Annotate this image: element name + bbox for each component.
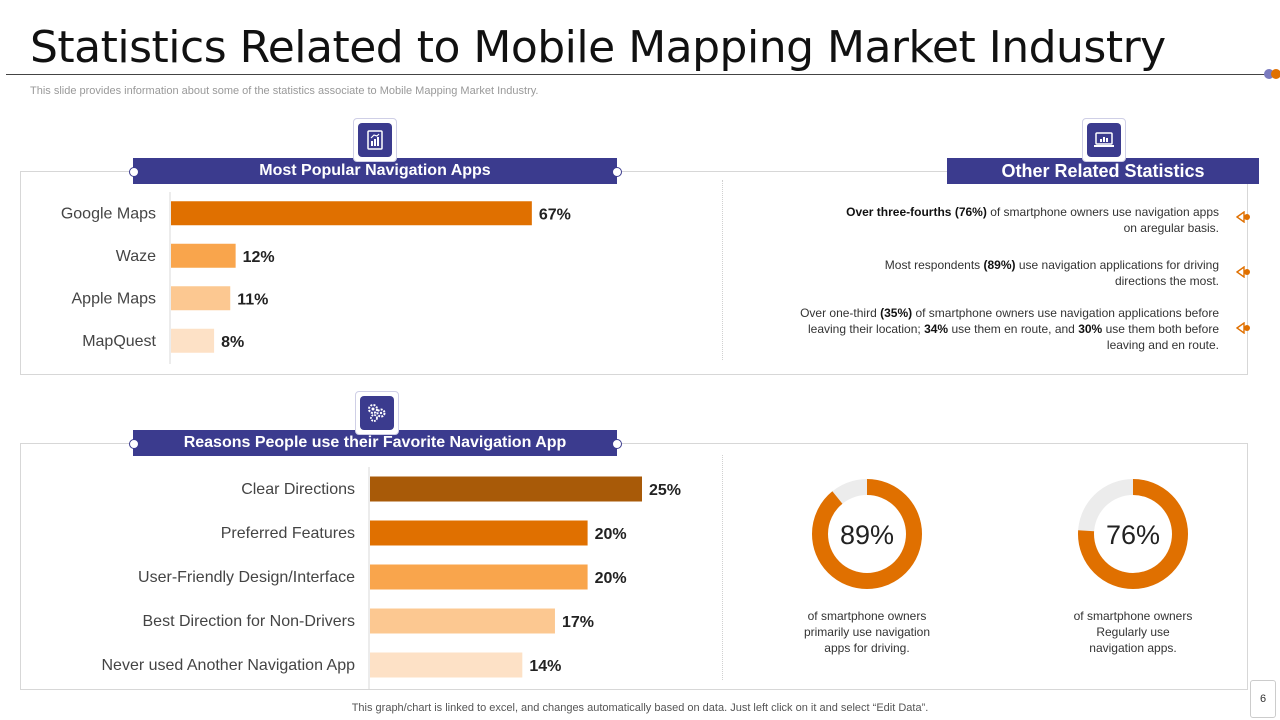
stat-3-line3: leaving and en route. <box>1106 338 1219 352</box>
laptop-chart-icon <box>1094 132 1114 147</box>
stat-3-line2b: 34% <box>924 322 949 336</box>
title-dot-2 <box>1271 69 1280 79</box>
stat-3-line2d: 30% <box>1078 322 1103 336</box>
stat-3-line2e: use them both before <box>1105 322 1219 336</box>
apps-bar-google-maps <box>171 201 532 226</box>
stat-1-bullet-icon <box>1236 211 1250 223</box>
stat-3-bullet-icon <box>1236 322 1250 334</box>
apps-value-label-waze: 12% <box>243 249 275 266</box>
apps-category-label-mapquest: MapQuest <box>82 333 156 350</box>
top-panel-divider <box>722 180 724 360</box>
reasons-value-label-never-used-another-navigation-app: 14% <box>529 658 561 675</box>
apps-icon-box <box>353 118 397 162</box>
reasons-category-label-never-used-another-navigation-app: Never used Another Navigation App <box>102 657 356 674</box>
donut-76-caption-3: navigation apps. <box>1089 641 1177 655</box>
apps-bar-waze <box>171 243 236 268</box>
apps-bar-chart: Google Maps 67% Waze 12% Apple Maps 11% MapQue… <box>61 192 571 364</box>
title-divider <box>6 74 1268 75</box>
reasons-bar-chart: Clear Directions 25% Preferred Features 20%… <box>102 467 681 689</box>
donut-89-caption-3: apps for driving. <box>824 641 910 655</box>
apps-category-label-google-maps: Google Maps <box>61 205 156 222</box>
reasons-category-label-clear-directions: Clear Directions <box>241 481 355 498</box>
reasons-panel-header-label: Reasons People use their Favorite Naviga… <box>183 434 567 451</box>
donut-89-arc <box>812 479 922 589</box>
reasons-bar-never-used-another-navigation-app <box>370 652 523 678</box>
reasons-header-dot-right <box>612 439 622 449</box>
apps-category-label-waze: Waze <box>116 248 156 265</box>
stat-2-pct: (89%) <box>983 258 1016 272</box>
donut-76-caption-2: Regularly use <box>1096 625 1170 639</box>
stat-3-line2c: use them en route, and <box>951 322 1075 336</box>
reasons-category-label-preferred-features: Preferred Features <box>221 525 355 542</box>
reasons-category-label-best-direction-for-non-drivers: Best Direction for Non-Drivers <box>143 613 356 630</box>
reasons-bar-best-direction-for-non-drivers <box>370 608 555 634</box>
reasons-value-label-best-direction-for-non-drivers: 17% <box>562 614 594 631</box>
donut-89: 89% <box>812 479 922 589</box>
stat-2-pre: Most respondents <box>884 258 981 272</box>
apps-header-dot-left <box>129 167 139 177</box>
stat-2-text: use navigation applications for driving <box>1018 258 1219 272</box>
stat-1-bold: Over three-fourths <box>846 205 952 219</box>
donut-76: 76% <box>1078 479 1188 589</box>
stat-2-line2: directions the most. <box>1114 274 1219 288</box>
stat-1: Over three-fourths (76%) of smartphone o… <box>759 204 1219 236</box>
apps-panel-header: Most Popular Navigation Apps <box>133 158 617 184</box>
reasons-bar-preferred-features <box>370 520 588 546</box>
stat-3-pre: Over one-third <box>800 306 877 320</box>
donut-76-label: 76% <box>1106 520 1160 550</box>
stats-panel-header: Other Related Statistics <box>947 158 1259 184</box>
reasons-header-dot-left <box>129 439 139 449</box>
donut-89-caption-1: of smartphone owners <box>807 609 927 623</box>
title-dot-1 <box>1264 69 1274 79</box>
stat-3: Over one-third (35%) of smartphone owner… <box>759 305 1219 353</box>
stats-panel-header-label: Other Related Statistics <box>1001 160 1205 181</box>
donut-89-label: 89% <box>840 520 894 550</box>
stat-3-line2a: leaving their location; <box>807 322 921 336</box>
reasons-bar-user-friendly-design-interface <box>370 564 588 590</box>
apps-bar-apple-maps <box>171 286 231 311</box>
reasons-value-label-preferred-features: 20% <box>595 526 627 543</box>
apps-value-label-apple-maps: 11% <box>237 291 268 308</box>
donut-76-caption-1: of smartphone owners <box>1073 609 1193 623</box>
gears-icon <box>368 404 386 422</box>
reasons-value-label-clear-directions: 25% <box>649 482 681 499</box>
apps-value-label-google-maps: 67% <box>539 206 571 223</box>
stat-1-pct: (76%) <box>954 205 987 219</box>
donut-89-caption-2: primarily use navigation <box>803 625 931 639</box>
stat-1-line2: on aregular basis. <box>1123 221 1219 235</box>
donut-76-arc <box>1078 479 1188 589</box>
apps-header-dot-right <box>612 167 622 177</box>
apps-value-label-mapquest: 8% <box>221 334 244 351</box>
stat-2: Most respondents (89%) use navigation ap… <box>759 257 1219 289</box>
apps-bar-mapquest <box>171 328 215 353</box>
apps-panel-header-label: Most Popular Navigation Apps <box>259 162 491 179</box>
reasons-category-label-user-friendly-design-interface: User-Friendly Design/Interface <box>138 569 355 586</box>
stat-3-text: of smartphone owners use navigation appl… <box>915 306 1219 320</box>
stats-icon-box <box>1082 118 1126 162</box>
donut-76-caption: of smartphone owners Regularly use navig… <box>1048 608 1218 656</box>
bottom-panel-divider <box>722 455 724 680</box>
stat-1-text: of smartphone owners use navigation apps <box>990 205 1219 219</box>
donut-89-caption: of smartphone owners primarily use navig… <box>782 608 952 656</box>
document-chart-icon <box>367 130 383 150</box>
reasons-value-label-user-friendly-design-interface: 20% <box>595 570 627 587</box>
stat-3-pct: (35%) <box>880 306 913 320</box>
page-subtitle: This slide provides information about so… <box>30 85 539 97</box>
footer-note: This graph/chart is linked to excel, and… <box>351 702 929 714</box>
reasons-bar-clear-directions <box>370 476 642 502</box>
reasons-icon-box <box>355 391 399 435</box>
page-number: 6 <box>1250 680 1276 718</box>
page-title: Statistics Related to Mobile Mapping Mar… <box>30 22 1166 73</box>
apps-category-label-apple-maps: Apple Maps <box>72 290 157 307</box>
stat-2-bullet-icon <box>1236 266 1250 278</box>
